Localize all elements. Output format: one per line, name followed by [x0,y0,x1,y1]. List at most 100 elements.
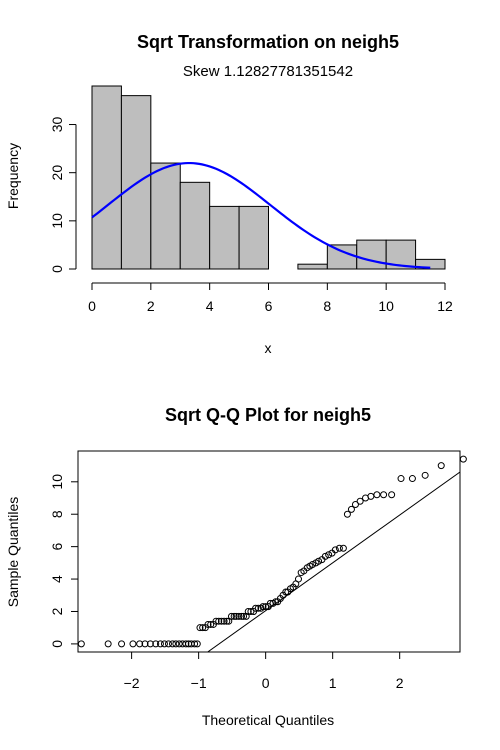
qq-plot-box [77,450,461,653]
qq-point [331,546,339,554]
x-tick-label: 10 [378,298,394,314]
qq-point [230,612,238,620]
qq-point [182,640,190,648]
histogram-title: Sqrt Transformation on neigh5 [137,32,399,52]
qq-point [172,640,180,648]
histogram-x-label: x [265,340,272,356]
qq-point [315,557,323,565]
normal-density-curve [91,161,431,269]
qq-point [321,552,329,560]
histogram-bar [91,85,122,270]
qq-point [437,462,445,470]
qq-point [129,640,137,648]
y-tick-label: 6 [49,543,65,551]
x-tick-label: 2 [396,675,404,691]
qq-point [152,640,160,648]
qq-point [408,475,416,483]
qq-point [388,491,396,499]
y-tick-label: 2 [49,607,65,615]
qq-point [175,640,183,648]
y-tick-label: 0 [49,265,65,273]
qq-x-label: Theoretical Quantiles [202,712,334,728]
x-tick-label: 8 [323,298,331,314]
histogram-bar [179,181,211,270]
qq-point [196,624,204,632]
qq-point [77,640,85,648]
x-tick-label: 1 [329,675,337,691]
qq-point [217,617,225,625]
histogram-bars [91,85,446,270]
qq-point [244,607,252,615]
qq-point [227,612,235,620]
qq-point [459,455,467,463]
qq-point [294,575,302,583]
histogram-x-axis: 0 2 4 6 8 10 12 [88,282,453,314]
qq-point [156,640,164,648]
y-tick-label: 4 [49,575,65,583]
y-tick-label: 0 [49,640,65,648]
qq-point [220,617,228,625]
histogram-y-axis: 0 10 20 30 [49,117,77,273]
qq-point [343,510,351,518]
x-tick-label: −1 [191,675,207,691]
x-tick-label: 0 [262,675,270,691]
x-tick-label: 12 [437,298,453,314]
qq-point [223,617,231,625]
x-tick-label: 0 [88,298,96,314]
qq-point [367,492,375,500]
qq-point [335,544,343,552]
qq-point [373,491,381,499]
qq-point [257,604,265,612]
qq-x-axis: −2 −1 0 1 2 [124,652,404,691]
qq-point [141,640,149,648]
histogram-subtitle: Skew 1.12827781351542 [183,63,353,80]
histogram-chart: Sqrt Transformation on neigh5 Skew 1.128… [5,32,453,356]
qq-point [191,640,199,648]
qq-point [232,612,240,620]
qq-point [104,640,112,648]
y-tick-label: 20 [49,165,65,181]
qq-point [168,640,176,648]
qq-point [309,560,317,568]
histogram-bar [326,244,358,270]
qq-point [259,603,267,611]
histogram-bar [297,263,328,270]
qq-point [380,491,388,499]
x-tick-label: −2 [124,675,140,691]
qq-point [282,588,290,596]
histogram-bar [415,258,446,270]
qq-point [262,603,270,611]
histogram-bar [238,205,269,270]
histogram-y-label: Frequency [5,143,21,209]
qq-points [77,455,467,648]
qq-point [272,598,280,606]
qq-point [339,544,347,552]
qq-point [238,612,246,620]
qq-point [212,617,220,625]
qq-point [199,624,207,632]
qq-plot-title: Sqrt Q-Q Plot for neigh5 [165,405,371,425]
x-tick-label: 6 [265,298,273,314]
qq-point [421,471,429,479]
qq-point [204,620,212,628]
y-tick-label: 8 [49,510,65,518]
qq-point [160,640,168,648]
qq-y-label: Sample Quantiles [5,497,21,608]
qq-point [215,617,223,625]
y-tick-label: 10 [49,213,65,229]
x-tick-label: 4 [206,298,214,314]
y-tick-label: 30 [49,117,65,133]
qq-point [146,640,154,648]
qq-point [356,497,364,505]
x-tick-label: 2 [147,298,155,314]
histogram-bar [209,205,240,270]
histogram-bar [150,162,181,270]
qq-reference-line [206,471,460,652]
qq-point [325,551,333,559]
qq-point [351,500,359,508]
qq-point [247,607,255,615]
qq-point [240,612,248,620]
qq-point [254,604,262,612]
qq-y-axis: 0 2 4 6 8 10 [49,474,78,648]
